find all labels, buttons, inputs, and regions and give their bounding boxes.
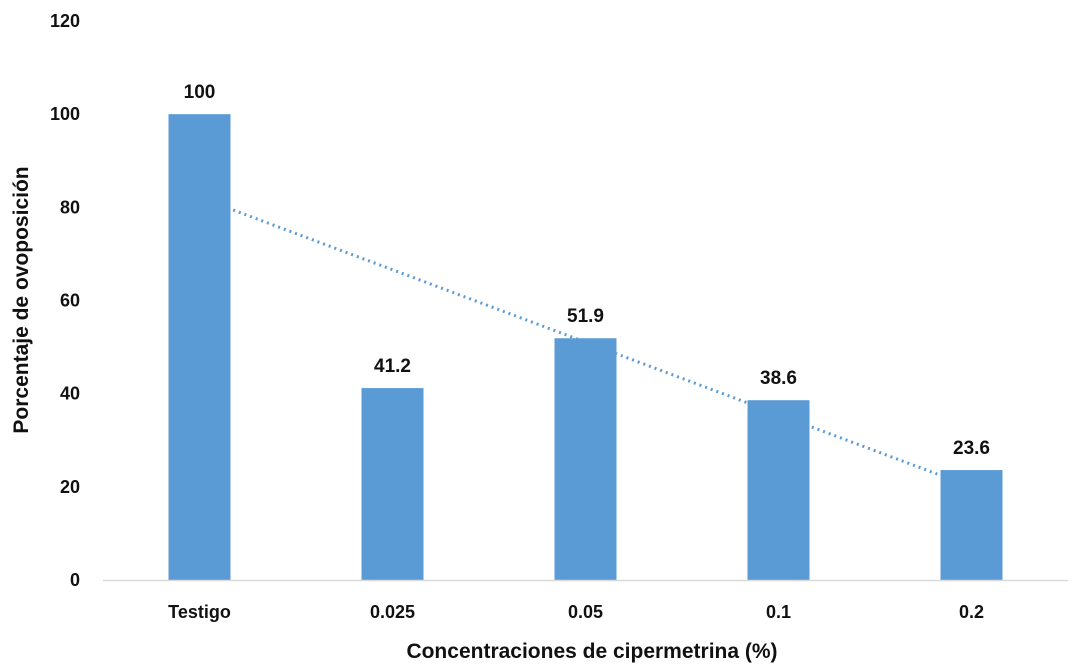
y-tick-label-3: 60 <box>60 291 80 311</box>
data-label-2: 51.9 <box>567 306 604 327</box>
y-tick-label-0: 0 <box>70 570 80 590</box>
bar-0 <box>168 114 231 581</box>
data-label-1: 41.2 <box>374 356 411 377</box>
data-label-3: 38.6 <box>760 368 797 389</box>
data-label-4: 23.6 <box>953 438 990 459</box>
y-axis-ticks: 0 20 40 60 80 100 120 <box>50 11 80 590</box>
y-tick-label-6: 120 <box>50 11 80 31</box>
bar-4 <box>940 470 1003 580</box>
data-labels: 100 41.2 51.9 38.6 23.6 <box>184 82 990 459</box>
y-tick-label-5: 100 <box>50 104 80 124</box>
y-tick-label-2: 40 <box>60 384 80 404</box>
x-tick-label-2: 0.05 <box>568 602 603 622</box>
bar-2 <box>554 338 617 580</box>
y-tick-label-4: 80 <box>60 197 80 217</box>
bars <box>168 114 1003 581</box>
x-axis-title: Concentraciones de cipermetrina (%) <box>406 640 777 663</box>
data-label-0: 100 <box>184 82 216 103</box>
bar-1 <box>361 388 424 580</box>
bar-3 <box>747 400 810 580</box>
x-axis-ticks: Testigo 0.025 0.05 0.1 0.2 <box>168 602 984 622</box>
x-tick-label-0: Testigo <box>168 602 231 622</box>
y-axis-title: Porcentaje de ovoposición <box>10 166 33 433</box>
x-tick-label-4: 0.2 <box>959 602 984 622</box>
x-tick-label-1: 0.025 <box>370 602 415 622</box>
x-tick-label-3: 0.1 <box>766 602 791 622</box>
y-tick-label-1: 20 <box>60 477 80 497</box>
